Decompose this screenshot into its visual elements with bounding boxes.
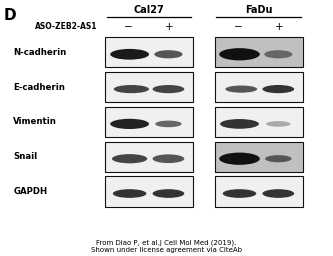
Ellipse shape — [262, 189, 294, 198]
Text: +: + — [275, 22, 283, 32]
Text: N-cadherin: N-cadherin — [13, 48, 67, 57]
Bar — [215, 176, 303, 207]
Text: ASO-ZEB2-AS1: ASO-ZEB2-AS1 — [35, 22, 98, 31]
Ellipse shape — [266, 121, 291, 127]
Ellipse shape — [223, 189, 256, 198]
Ellipse shape — [219, 153, 260, 165]
Ellipse shape — [153, 154, 184, 163]
Text: −: − — [234, 22, 243, 32]
Ellipse shape — [110, 49, 149, 60]
Ellipse shape — [225, 86, 257, 93]
Text: FaDu: FaDu — [245, 5, 273, 15]
Text: Vimentin: Vimentin — [13, 117, 57, 126]
Ellipse shape — [113, 189, 147, 198]
Ellipse shape — [264, 50, 292, 58]
Bar — [215, 142, 303, 172]
Text: Cal27: Cal27 — [134, 5, 165, 15]
Ellipse shape — [219, 48, 260, 60]
Text: +: + — [165, 22, 173, 32]
Text: From Diao P, et al.J Cell Mol Med (2019).
Shown under license agreement via Cite: From Diao P, et al.J Cell Mol Med (2019)… — [91, 240, 242, 253]
Ellipse shape — [153, 189, 184, 198]
Ellipse shape — [262, 85, 294, 93]
Bar — [105, 107, 193, 137]
Text: E-cadherin: E-cadherin — [13, 82, 65, 92]
Ellipse shape — [153, 85, 184, 93]
Ellipse shape — [112, 154, 147, 163]
Ellipse shape — [114, 85, 149, 93]
Ellipse shape — [110, 119, 149, 129]
Bar — [215, 107, 303, 137]
Text: −: − — [124, 22, 133, 32]
Bar — [215, 37, 303, 67]
Bar — [105, 176, 193, 207]
Bar — [105, 142, 193, 172]
Ellipse shape — [265, 155, 292, 162]
Bar — [105, 72, 193, 102]
Ellipse shape — [155, 121, 182, 127]
Bar — [105, 37, 193, 67]
Ellipse shape — [220, 119, 259, 129]
Ellipse shape — [154, 50, 182, 58]
Text: GAPDH: GAPDH — [13, 187, 47, 196]
Text: D: D — [3, 8, 16, 23]
Text: Snail: Snail — [13, 152, 37, 161]
Bar — [215, 72, 303, 102]
